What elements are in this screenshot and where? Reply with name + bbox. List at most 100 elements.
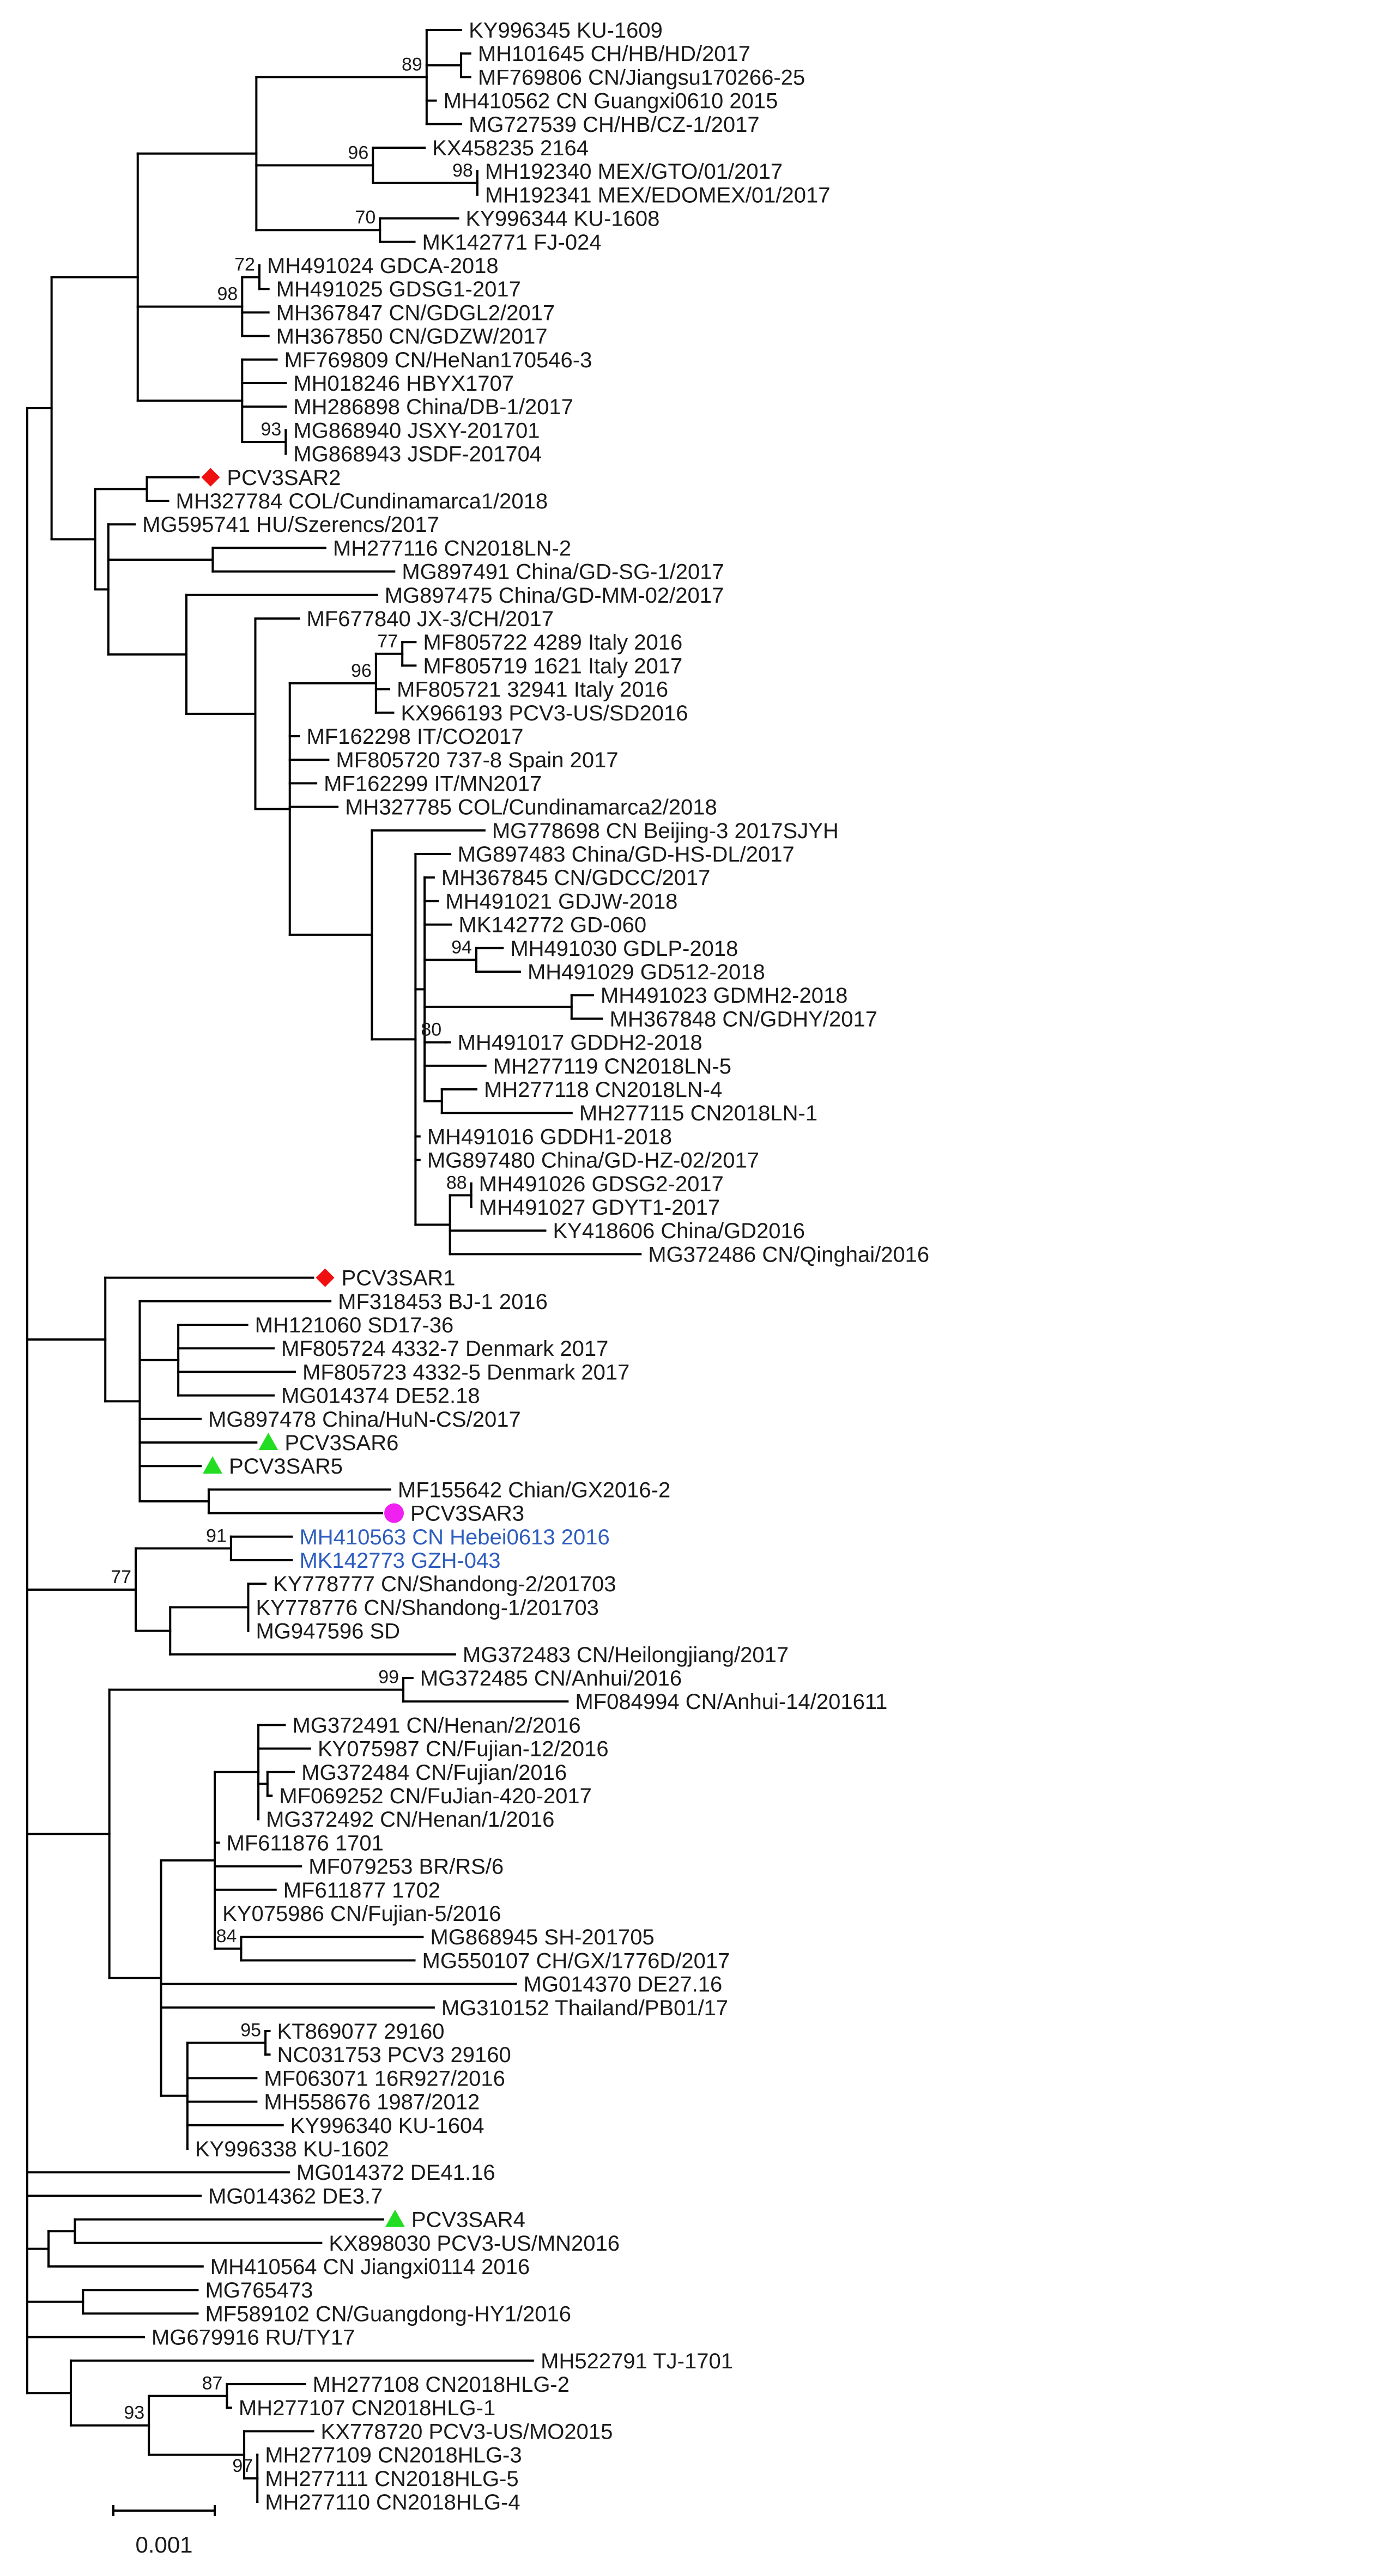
leaf-mf805723-4332-5-denmark-2017: MF805723 4332-5 Denmark 2017 [302, 1360, 629, 1384]
scale-bar: 0.001 [112, 2505, 216, 2557]
leaf-mh367848-cn-gdhy-2017: MH367848 CN/GDHY/2017 [610, 1007, 877, 1031]
leaf-mg372491-cn-henan-2-2016: MG372491 CN/Henan/2/2016 [292, 1713, 580, 1737]
leaf-mh277109-cn2018hlg-3: MH277109 CN2018HLG-3 [265, 2444, 522, 2468]
leaf-mh491023-gdmh2-2018: MH491023 GDMH2-2018 [601, 984, 848, 1008]
leaf-mh277107-cn2018hlg-1: MH277107 CN2018HLG-1 [239, 2396, 495, 2420]
leaf-mg868945-sh-201705: MG868945 SH-201705 [430, 1925, 654, 1949]
green-triangle-marker [385, 2209, 405, 2227]
leaf-mh410563-cn-hebei0613-2016: MH410563 CN Hebei0613 2016 [299, 1525, 609, 1549]
leaf-mh327784-col-cundinamarca1-2018: MH327784 COL/Cundinamarca1/2018 [176, 489, 548, 513]
leaf-mg550107-ch-gx-1776d-2017: MG550107 CH/GX/1776D/2017 [422, 1949, 730, 1973]
leaf-mh558676-1987-2012: MH558676 1987/2012 [264, 2090, 480, 2114]
leaf-mh101645-ch-hb-hd-2017: MH101645 CH/HB/HD/2017 [478, 42, 750, 66]
leaf-mh277110-cn2018hlg-4: MH277110 CN2018HLG-4 [265, 2490, 520, 2514]
leaf-mg014370-de27-16: MG014370 DE27.16 [524, 1973, 723, 1997]
leaf-mf805721-32941-italy-2016: MF805721 32941 Italy 2016 [397, 678, 668, 702]
bootstrap-value: 72 [234, 254, 255, 275]
leaf-mf677840-jx-3-ch-2017: MF677840 JX-3/CH/2017 [306, 607, 554, 631]
leaf-ky996345-ku-1609: KY996345 KU-1609 [469, 19, 663, 43]
leaf-mg868943-jsdf-201704: MG868943 JSDF-201704 [293, 443, 542, 466]
leaf-mf079253-br-rs-6: MF079253 BR/RS/6 [308, 1855, 504, 1879]
bootstrap-value: 93 [261, 419, 281, 440]
leaf-pcv3sar5: PCV3SAR5 [229, 1454, 343, 1478]
leaf-mf318453-bj-1-2016: MF318453 BJ-1 2016 [338, 1290, 548, 1314]
leaf-mg679916-ru-ty17: MG679916 RU/TY17 [152, 2326, 355, 2350]
bootstrap-value: 89 [402, 54, 422, 75]
leaf-nc031753-pcv3-29160: NC031753 PCV3 29160 [277, 2043, 511, 2067]
leaf-mh367847-cn-gdgl2-2017: MH367847 CN/GDGL2/2017 [276, 301, 555, 325]
bootstrap-value: 93 [124, 2403, 144, 2423]
leaf-mh491025-gdsg1-2017: MH491025 GDSG1-2017 [276, 277, 521, 301]
leaf-mh277111-cn2018hlg-5: MH277111 CN2018HLG-5 [265, 2467, 518, 2491]
leaf-mg778698-cn-beijing-3-2017sjyh: MG778698 CN Beijing-3 2017SJYH [492, 819, 839, 843]
leaf-mg765473: MG765473 [205, 2278, 313, 2302]
leaf-kx458235-2164: KX458235 2164 [432, 136, 589, 160]
leaf-mh286898-china-db-1-2017: MH286898 China/DB-1/2017 [293, 395, 573, 419]
leaf-pcv3sar1: PCV3SAR1 [342, 1266, 456, 1290]
leaf-mg372484-cn-fujian-2016: MG372484 CN/Fujian/2016 [301, 1761, 567, 1785]
leaf-mh018246-hbyx1707: MH018246 HBYX1707 [293, 372, 514, 396]
bootstrap-value: 91 [206, 1525, 227, 1546]
leaf-mg595741-hu-szerencs-2017: MG595741 HU/Szerencs/2017 [142, 513, 439, 537]
leaf-pcv3sar6: PCV3SAR6 [284, 1431, 398, 1455]
bootstrap-value: 87 [202, 2373, 223, 2394]
leaf-ky075986-cn-fujian-5-2016: KY075986 CN/Fujian-5/2016 [222, 1902, 501, 1926]
leaf-mk142772-gd-060: MK142772 GD-060 [458, 913, 646, 937]
leaf-mf611877-1702: MF611877 1702 [283, 1878, 440, 1902]
leaf-ky075987-cn-fujian-12-2016: KY075987 CN/Fujian-12/2016 [318, 1737, 609, 1761]
bootstrap-value: 99 [378, 1667, 399, 1688]
leaf-mg014374-de52-18: MG014374 DE52.18 [281, 1384, 480, 1408]
leaf-mg372483-cn-heilongjiang-2017: MG372483 CN/Heilongjiang/2017 [463, 1643, 789, 1667]
leaf-mf084994-cn-anhui-14-201611: MF084994 CN/Anhui-14/201611 [575, 1690, 887, 1714]
leaf-mf162299-it-mn2017: MF162299 IT/MN2017 [324, 772, 542, 796]
leaf-mh367845-cn-gdcc-2017: MH367845 CN/GDCC/2017 [441, 866, 711, 890]
bootstrap-value: 95 [240, 2020, 261, 2041]
leaf-mh491027-gdyt1-2017: MH491027 GDYT1-2017 [479, 1196, 720, 1220]
green-triangle-marker [258, 1433, 278, 1450]
bootstrap-value: 84 [216, 1926, 237, 1947]
leaf-mg727539-ch-hb-cz-1-2017: MG727539 CH/HB/CZ-1/2017 [469, 113, 760, 137]
leaf-mk142771-fj-024: MK142771 FJ-024 [422, 231, 602, 254]
leaf-ky778776-cn-shandong-1-201703: KY778776 CN/Shandong-1/201703 [256, 1596, 598, 1620]
leaf-mf805720-737-8-spain-2017: MF805720 737-8 Spain 2017 [336, 748, 618, 772]
leaf-mh522791-tj-1701: MH522791 TJ-1701 [541, 2349, 733, 2373]
scale-bar-label: 0.001 [135, 2532, 192, 2557]
bootstrap-value: 70 [355, 207, 375, 228]
leaf-mg372486-cn-qinghai-2016: MG372486 CN/Qinghai/2016 [648, 1242, 929, 1266]
leaf-mh192340-mex-gto-01-2017: MH192340 MEX/GTO/01/2017 [485, 160, 783, 184]
leaf-mh491024-gdca-2018: MH491024 GDCA-2018 [267, 254, 499, 278]
leaf-mg897483-china-gd-hs-dl-2017: MG897483 China/GD-HS-DL/2017 [458, 842, 795, 866]
leaf-mg014362-de3-7: MG014362 DE3.7 [208, 2184, 383, 2208]
leaf-mg897491-china-gd-sg-1-2017: MG897491 China/GD-SG-1/2017 [402, 560, 724, 584]
leaf-mf805722-4289-italy-2016: MF805722 4289 Italy 2016 [423, 631, 682, 654]
leaf-mf162298-it-co2017: MF162298 IT/CO2017 [306, 725, 523, 749]
leaf-mh491026-gdsg2-2017: MH491026 GDSG2-2017 [479, 1172, 724, 1196]
leaf-mh491017-gddh2-2018: MH491017 GDDH2-2018 [458, 1031, 702, 1055]
leaf-kx778720-pcv3-us-mo2015: KX778720 PCV3-US/MO2015 [321, 2420, 613, 2444]
leaf-kt869077-29160: KT869077 29160 [277, 2020, 445, 2044]
leaf-mg372485-cn-anhui-2016: MG372485 CN/Anhui/2016 [420, 1666, 682, 1690]
bootstrap-value: 80 [421, 1020, 441, 1040]
leaf-mh277108-cn2018hlg-2: MH277108 CN2018HLG-2 [313, 2373, 570, 2397]
bootstrap-value: 97 [232, 2456, 253, 2476]
bootstrap-value: 98 [217, 284, 238, 305]
green-triangle-marker [203, 1456, 223, 1474]
leaf-mg897475-china-gd-mm-02-2017: MG897475 China/GD-MM-02/2017 [385, 584, 724, 608]
leaf-mk142773-gzh-043: MK142773 GZH-043 [299, 1549, 500, 1573]
leaf-mh121060-sd17-36: MH121060 SD17-36 [255, 1313, 454, 1337]
bootstrap-value: 77 [377, 631, 398, 652]
leaf-mh277116-cn2018ln-2: MH277116 CN2018LN-2 [333, 536, 571, 560]
leaf-mh491029-gd512-2018: MH491029 GD512-2018 [528, 960, 765, 984]
leaf-ky778777-cn-shandong-2-201703: KY778777 CN/Shandong-2/201703 [273, 1572, 616, 1596]
red-diamond-marker [201, 468, 220, 487]
leaf-ky996338-ku-1602: KY996338 KU-1602 [195, 2137, 389, 2161]
leaf-pcv3sar2: PCV3SAR2 [227, 466, 341, 490]
tree-markers [201, 468, 405, 2227]
leaf-mf805724-4332-7-denmark-2017: MF805724 4332-7 Denmark 2017 [281, 1337, 608, 1361]
bootstrap-value: 77 [111, 1567, 131, 1587]
leaf-pcv3sar3: PCV3SAR3 [410, 1502, 524, 1526]
bootstrap-value: 94 [451, 937, 472, 957]
leaf-kx898030-pcv3-us-mn2016: KX898030 PCV3-US/MN2016 [329, 2232, 620, 2256]
